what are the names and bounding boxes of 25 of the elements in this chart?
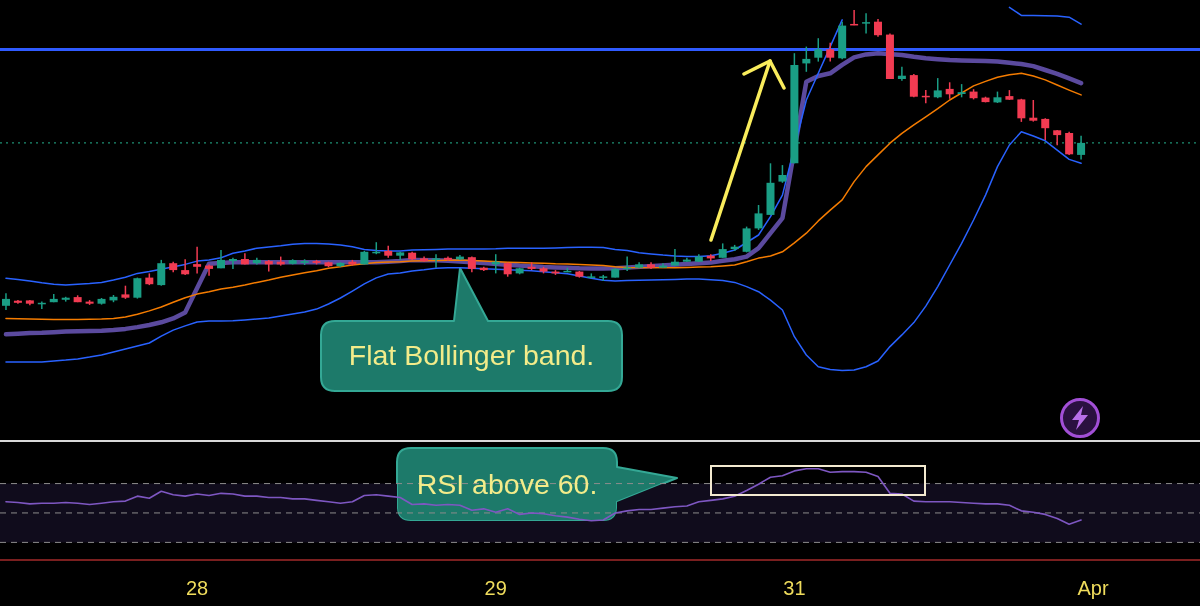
candlestick — [754, 204, 763, 231]
candlestick — [862, 12, 871, 35]
x-tick-label: Apr — [1077, 576, 1109, 599]
x-tick-label: 31 — [783, 576, 806, 599]
candlestick — [826, 41, 835, 63]
candlestick — [432, 253, 441, 269]
candlestick — [897, 65, 906, 82]
candlestick — [814, 37, 823, 63]
candlestick — [193, 245, 202, 275]
x-tick-label: 28 — [185, 576, 209, 599]
candlestick — [1041, 117, 1050, 141]
candlestick — [157, 259, 166, 287]
candlestick — [742, 225, 751, 254]
candlestick — [933, 77, 942, 99]
candlestick — [205, 263, 214, 277]
candlestick — [1065, 131, 1074, 156]
annotation: RSI above 60. — [416, 467, 598, 501]
x-tick-label: 29 — [484, 576, 507, 599]
candlestick — [1029, 99, 1038, 123]
text: Flat Bollinger band. — [348, 339, 595, 372]
candlestick — [181, 258, 190, 276]
candlestick — [1077, 134, 1086, 161]
candlestick — [670, 248, 679, 267]
candlestick — [228, 257, 237, 270]
candlestick — [264, 259, 273, 273]
